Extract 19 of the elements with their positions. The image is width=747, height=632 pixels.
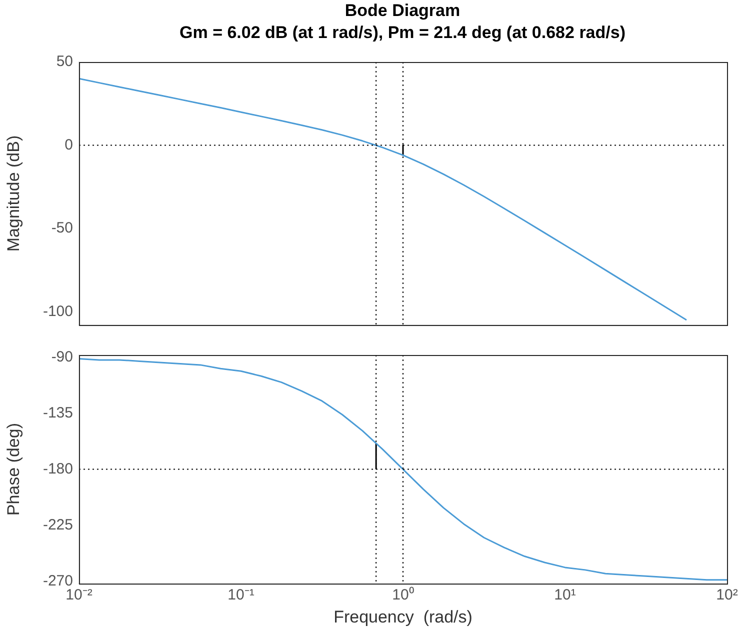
y-tick-label: -180 [42, 460, 73, 478]
y-tick-label: -50 [51, 220, 73, 237]
x-tick-label: 10⁻¹ [228, 586, 254, 604]
x-tick-label: 10⁻² [66, 586, 92, 604]
y-tick-label: 0 [64, 136, 73, 154]
y-tick-label: 50 [56, 53, 73, 70]
x-tick-label: 10² [716, 586, 738, 604]
x-tick-label: 10¹ [554, 586, 576, 604]
x-tick-label: 10⁰ [392, 586, 414, 604]
y-tick-label: -225 [42, 516, 73, 534]
y-tick-label: -270 [42, 572, 73, 590]
chart-subtitle: Gm = 6.02 dB (at 1 rad/s), Pm = 21.4 deg (at 0.682 rad/s) [178, 22, 626, 44]
y-tick-label: -135 [42, 404, 73, 422]
y-tick-label: -100 [42, 302, 73, 320]
y-axis-title: Magnitude (dB) [4, 135, 23, 252]
y-tick-label: -90 [51, 348, 73, 366]
y-axis-title: Phase (deg) [4, 422, 23, 516]
x-axis-title: Frequency (rad/s) [334, 607, 472, 626]
chart-title: Bode Diagram [344, 0, 462, 22]
